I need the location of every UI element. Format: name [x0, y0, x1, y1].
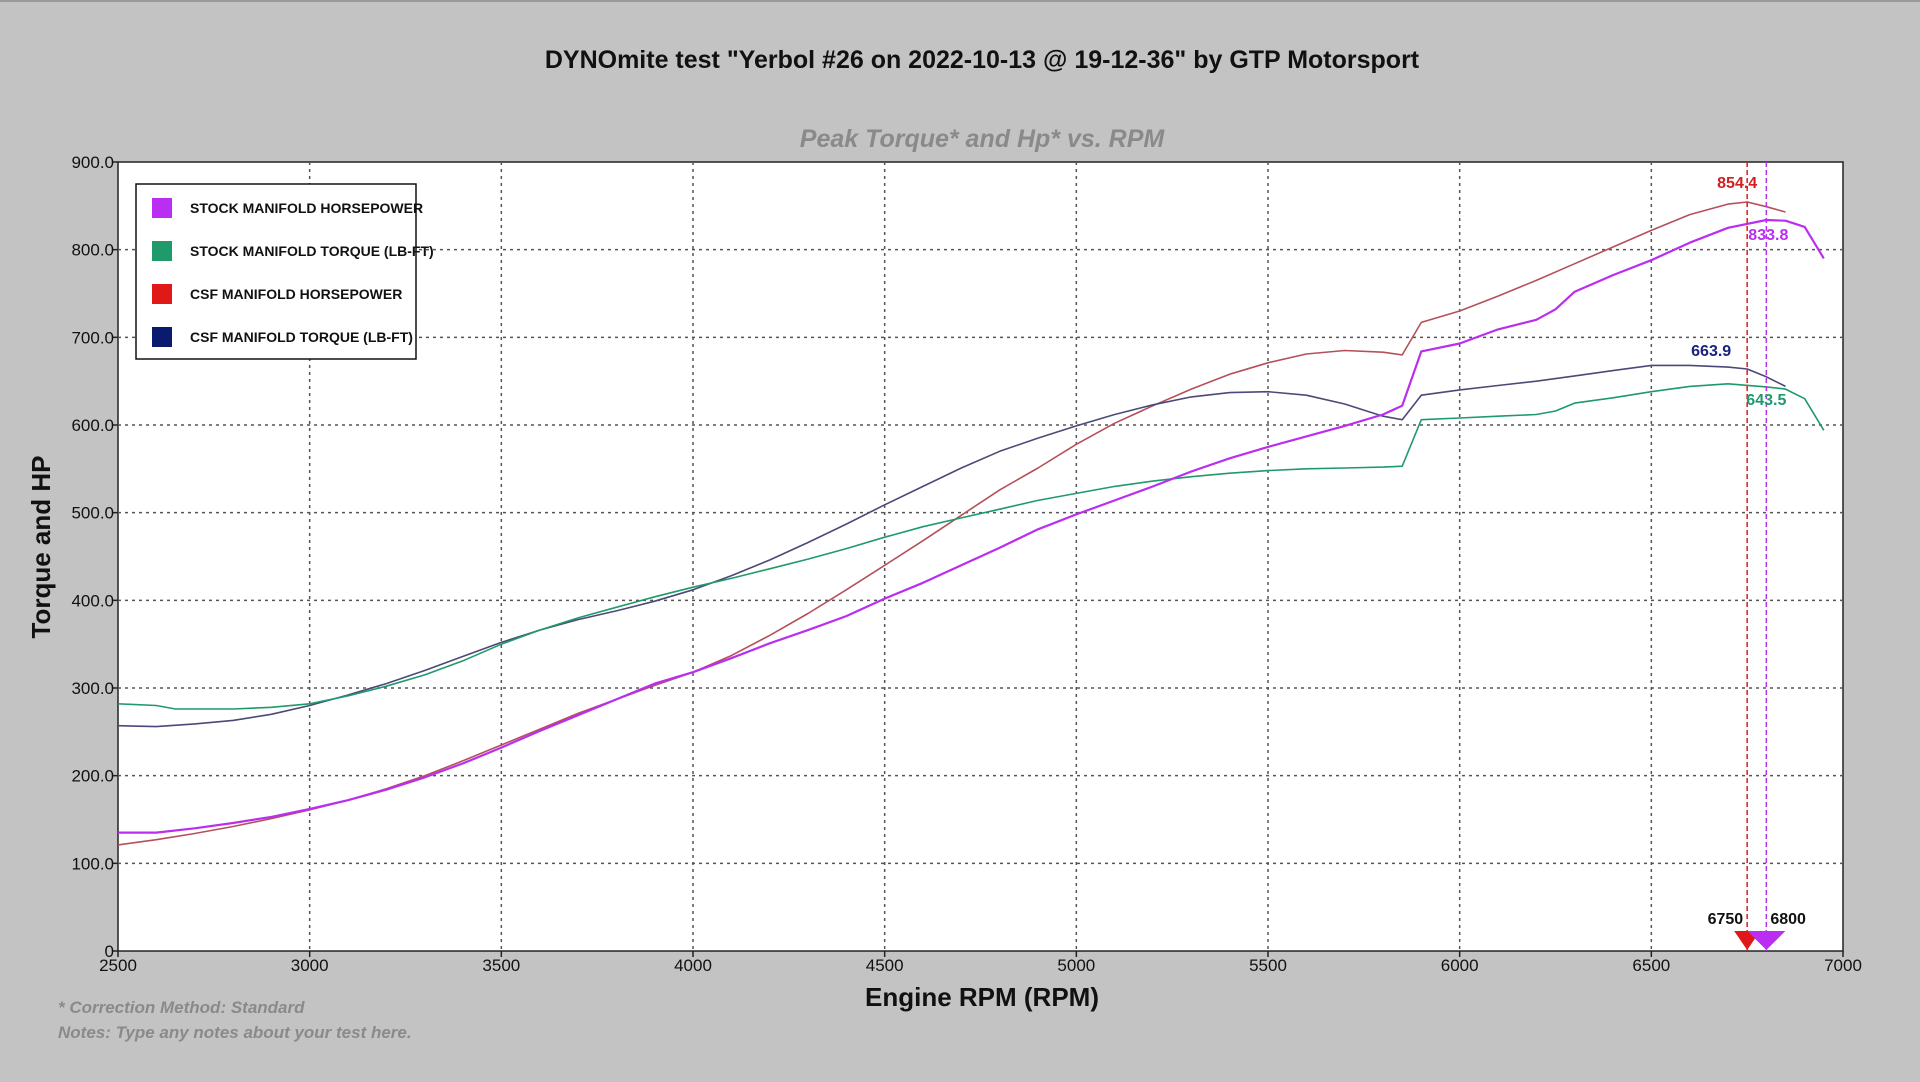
y-tick-label: 400.0: [71, 591, 114, 610]
legend-label-stock-hp: STOCK MANIFOLD HORSEPOWER: [190, 200, 423, 216]
legend-swatch-csf-torque: [152, 327, 172, 347]
x-tick-label: 2500: [99, 956, 137, 975]
y-tick-label: 600.0: [71, 416, 114, 435]
legend-label-csf-hp: CSF MANIFOLD HORSEPOWER: [190, 286, 402, 302]
y-axis-label: Torque and HP: [26, 456, 56, 639]
series-line-stock-manifold-torque-lb-ft: [117, 383, 1825, 710]
x-axis-label: Engine RPM (RPM): [865, 982, 1099, 1012]
y-tick-label: 500.0: [71, 504, 114, 523]
y-tick-labels: 0 100.0 200.0 300.0 400.0 500.0 600.0 700.0 800.…: [71, 153, 118, 961]
x-tick-label: 5500: [1249, 956, 1287, 975]
legend-label-csf-torque: CSF MANIFOLD TORQUE (LB-FT): [190, 329, 413, 345]
legend-swatch-stock-hp: [152, 198, 172, 218]
x-tick-label: 3000: [291, 956, 329, 975]
rpm-marker-label-6800: 6800: [1770, 911, 1806, 928]
legend-box: [135, 183, 417, 360]
x-tick-label: 5000: [1057, 956, 1095, 975]
x-tick-label: 7000: [1824, 956, 1862, 975]
x-tick-label: 6000: [1441, 956, 1479, 975]
x-tick-label: 3500: [482, 956, 520, 975]
series-line-csf-manifold-torque-lb-ft: [117, 364, 1786, 728]
rpm-marker-arrow-6800: [1747, 931, 1786, 950]
y-tick-label: 300.0: [71, 679, 114, 698]
y-tick-label: 900.0: [71, 153, 114, 172]
y-tick-label: 0: [105, 942, 114, 961]
peak-label-643.5: 643.5: [1746, 392, 1786, 409]
chart-title: DYNOmite test "Yerbol #26 on 2022-10-13 …: [545, 46, 1420, 74]
x-tick-labels: 2500 3000 3500 4000 4500 5000 5500 6000 6500 7000: [99, 951, 1862, 975]
y-tick-label: 700.0: [71, 328, 114, 347]
x-tick-label: 6500: [1632, 956, 1670, 975]
chart-subtitle: Peak Torque* and Hp* vs. RPM: [800, 125, 1166, 153]
series-lines: [117, 201, 1825, 846]
legend-swatch-stock-torque: [152, 241, 172, 261]
x-tick-label: 4500: [866, 956, 904, 975]
peak-label-833.8: 833.8: [1748, 227, 1788, 244]
peak-label-663.9: 663.9: [1691, 343, 1731, 360]
y-tick-label: 100.0: [71, 854, 114, 873]
correction-method-note: * Correction Method: Standard: [58, 998, 305, 1017]
legend-swatch-csf-hp: [152, 284, 172, 304]
legend: STOCK MANIFOLD HORSEPOWER STOCK MANIFOLD…: [135, 183, 434, 360]
peak-label-854.4: 854.4: [1717, 175, 1757, 192]
test-notes: Notes: Type any notes about your test he…: [58, 1023, 412, 1042]
rpm-marker-label-6750: 6750: [1708, 911, 1744, 928]
rpm-markers: 6750 6800: [1708, 162, 1806, 951]
y-tick-label: 200.0: [71, 767, 114, 786]
x-tick-label: 4000: [674, 956, 712, 975]
grid-lines: [118, 162, 1843, 951]
y-tick-label: 800.0: [71, 241, 114, 260]
peak-labels: 854.4 833.8 663.9 643.5: [1691, 175, 1788, 409]
series-line-stock-manifold-horsepower: [118, 218, 1825, 834]
series-line-csf-manifold-horsepower: [117, 201, 1786, 846]
legend-label-stock-torque: STOCK MANIFOLD TORQUE (LB-FT): [190, 243, 434, 259]
